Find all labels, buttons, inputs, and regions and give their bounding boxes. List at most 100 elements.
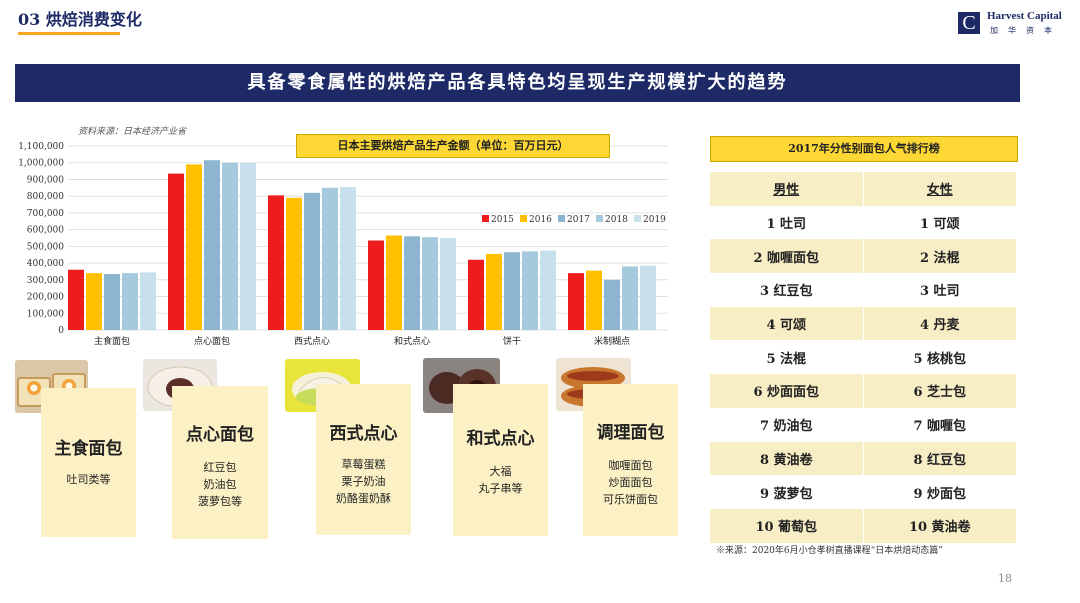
legend-swatch-2016 (520, 215, 527, 222)
legend-label-2015: 2015 (491, 215, 514, 225)
ranking-row: 7 奶油包 7 咖喱包 (710, 407, 1016, 442)
section-underline (18, 32, 120, 35)
bar-2016-2 (286, 197, 302, 330)
category-desc: 吐司类等 (66, 473, 111, 486)
x-tick-label: 饼干 (503, 335, 521, 347)
y-tick-label: 1,000,000 (18, 159, 64, 169)
ranking-cell-male: 8 黄油卷 (710, 441, 864, 476)
ranking-row: 2 咖喱面包 2 法棍 (710, 239, 1016, 274)
bar-2015-5 (568, 273, 584, 330)
bar-2018-1 (222, 162, 238, 330)
bar-2016-0 (86, 273, 102, 330)
ranking-cell-female: 10 黄油卷 (863, 508, 1016, 543)
ranking-cell-female: 8 红豆包 (863, 441, 1016, 476)
bar-2015-2 (268, 195, 284, 330)
ranking-row: 1 吐司 1 可颂 (710, 205, 1016, 240)
x-tick-label: 米制糊点 (594, 335, 630, 347)
category-desc: 大福 丸子串等 (478, 465, 523, 495)
category-name: 主食面包 (54, 439, 123, 459)
bar-2017-2 (304, 192, 320, 330)
ranking-row: 6 炒面面包 6 芝士包 (710, 374, 1016, 408)
category-card-snack-bread: 点心面包 红豆包 奶油包 菠萝包等 (172, 386, 268, 539)
ranking-row: 4 可颂 4 丹麦 (710, 306, 1016, 341)
category-name: 西式点心 (329, 424, 398, 444)
x-tick-label: 主食面包 (94, 335, 130, 347)
bar-2016-1 (186, 164, 202, 330)
y-tick-label: 500,000 (27, 242, 64, 252)
bar-2019-3 (440, 238, 456, 330)
category-desc: 咖喱面包 炒面面包 可乐饼面包 (603, 459, 658, 506)
y-tick-label: 0 (58, 326, 64, 336)
category-name: 调理面包 (596, 423, 665, 443)
bar-2017-3 (404, 236, 420, 330)
chart-title: 日本主要烘焙产品生产金额（单位：百万日元） (296, 134, 610, 158)
logo-c-icon: C (962, 12, 976, 34)
legend-label-2017: 2017 (567, 215, 590, 225)
ranking-cell-male: 5 法棍 (710, 340, 864, 375)
category-desc: 草莓蛋糕 栗子奶油 奶酪蛋奶酥 (336, 458, 391, 505)
bar-2018-0 (122, 273, 138, 330)
bar-2017-4 (504, 252, 520, 330)
ranking-row: 8 黄油卷 8 红豆包 (710, 441, 1016, 476)
bar-2018-3 (422, 237, 438, 330)
section-title: 03 烘焙消费变化 (18, 10, 142, 29)
y-tick-label: 200,000 (27, 293, 64, 303)
legend-label-2018: 2018 (605, 215, 628, 225)
legend-swatch-2015 (482, 215, 489, 222)
bar-chart: 0 100,000 200,000 300,000 400,000 500,000 600,… (18, 142, 668, 347)
y-tick-label: 1,100,000 (18, 142, 64, 152)
bar-2019-4 (540, 250, 556, 330)
bar-2015-1 (168, 173, 184, 330)
ranking-row: 3 红豆包 3 吐司 (710, 273, 1016, 307)
x-tick-label: 点心面包 (194, 335, 230, 347)
y-tick-label: 300,000 (27, 276, 64, 286)
logo-name: Harvest Capital (987, 10, 1062, 22)
y-tick-label: 400,000 (27, 259, 64, 269)
headline-banner: 具备零食属性的烘焙产品各具特色均呈现生产规模扩大的趋势 (15, 64, 1020, 102)
bar-2018-5 (622, 266, 638, 330)
ranking-cell-female: 3 吐司 (863, 273, 1016, 307)
bar-2019-5 (640, 265, 656, 330)
ranking-cell-female: 7 咖喱包 (863, 407, 1016, 442)
ranking-header-male: 男性 (710, 172, 864, 206)
ranking-cell-female: 2 法棍 (863, 239, 1016, 274)
ranking-cell-male: 6 炒面面包 (710, 374, 864, 408)
bar-2019-2 (340, 186, 356, 330)
ranking-cell-female: 5 核桃包 (863, 340, 1016, 375)
legend-swatch-2019 (634, 215, 641, 222)
bar-2019-1 (240, 162, 256, 330)
ranking-cell-female: 1 可颂 (863, 205, 1016, 240)
ranking-cell-male: 9 菠萝包 (710, 475, 864, 509)
logo-icon (958, 12, 980, 34)
ranking-header-row: 男性 女性 (710, 172, 1016, 206)
legend-swatch-2018 (596, 215, 603, 222)
bar-2019-0 (140, 272, 156, 330)
ranking-cell-female: 9 炒面包 (863, 475, 1016, 509)
bar-2016-4 (486, 253, 502, 330)
ranking-table: 男性 女性 1 吐司 1 可颂 2 咖喱面包 2 法棍 3 红豆包 3 吐司 4 可颂… (710, 172, 1016, 543)
page-number: 18 (998, 572, 1012, 585)
bar-2018-2 (322, 187, 338, 330)
bar-2015-0 (68, 269, 84, 330)
ranking-row: 5 法棍 5 核桃包 (710, 340, 1016, 375)
legend-swatch-2017 (558, 215, 565, 222)
bar-2015-4 (468, 259, 484, 330)
category-card-savory-bread: 调理面包 咖喱面包 炒面面包 可乐饼面包 (583, 384, 678, 536)
y-tick-label: 900,000 (27, 175, 64, 185)
ranking-row: 9 菠萝包 9 炒面包 (710, 475, 1016, 509)
ranking-cell-male: 1 吐司 (710, 205, 864, 240)
ranking-title: 2017年分性别面包人气排行榜 (710, 136, 1018, 162)
chart-source: 资料来源：日本经济产业省 (78, 127, 187, 137)
y-tick-label: 100,000 (27, 309, 64, 319)
ranking-cell-male: 3 红豆包 (710, 273, 864, 307)
bar-2017-5 (604, 279, 620, 330)
legend-label-2016: 2016 (529, 215, 552, 225)
ranking-cell-female: 4 丹麦 (863, 306, 1016, 341)
y-tick-label: 800,000 (27, 192, 64, 202)
x-tick-label: 和式点心 (394, 335, 430, 347)
category-desc: 红豆包 奶油包 菠萝包等 (198, 461, 242, 508)
ranking-cell-male: 4 可颂 (710, 306, 864, 341)
bar-2016-5 (586, 270, 602, 330)
category-card-japanese-sweets: 和式点心 大福 丸子串等 (453, 384, 548, 536)
x-tick-label: 西式点心 (294, 335, 330, 347)
